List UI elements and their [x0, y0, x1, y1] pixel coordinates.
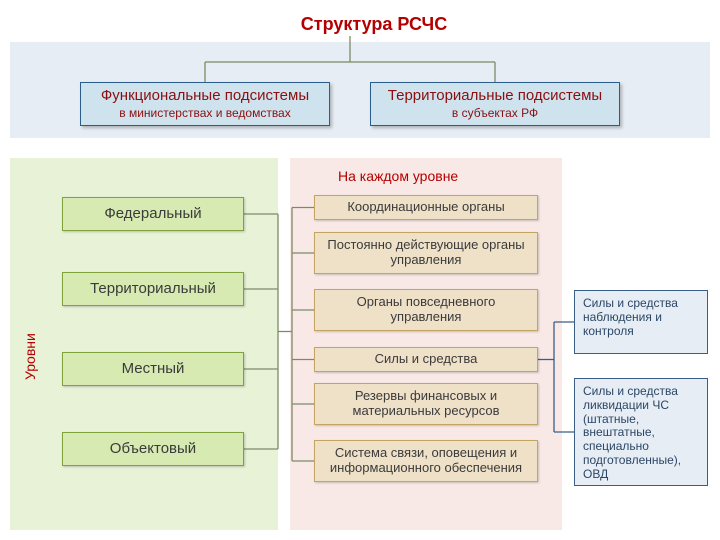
level-box: Местный [62, 352, 244, 386]
level-box: Объектовый [62, 432, 244, 466]
side-box: Силы и средства ликвидации ЧС (штатные, … [574, 378, 708, 486]
side-box: Силы и средства наблюдения и контроля [574, 290, 708, 354]
component-box: Координационные органы [314, 195, 538, 220]
component-box: Система связи, оповещения и информационн… [314, 440, 538, 482]
level-box: Территориальный [62, 272, 244, 306]
component-box: Резервы финансовых и материальных ресурс… [314, 383, 538, 425]
component-box: Силы и средства [314, 347, 538, 372]
component-box: Органы повседневного управления [314, 289, 538, 331]
component-box: Постоянно действующие органы управления [314, 232, 538, 274]
level-box: Федеральный [62, 197, 244, 231]
